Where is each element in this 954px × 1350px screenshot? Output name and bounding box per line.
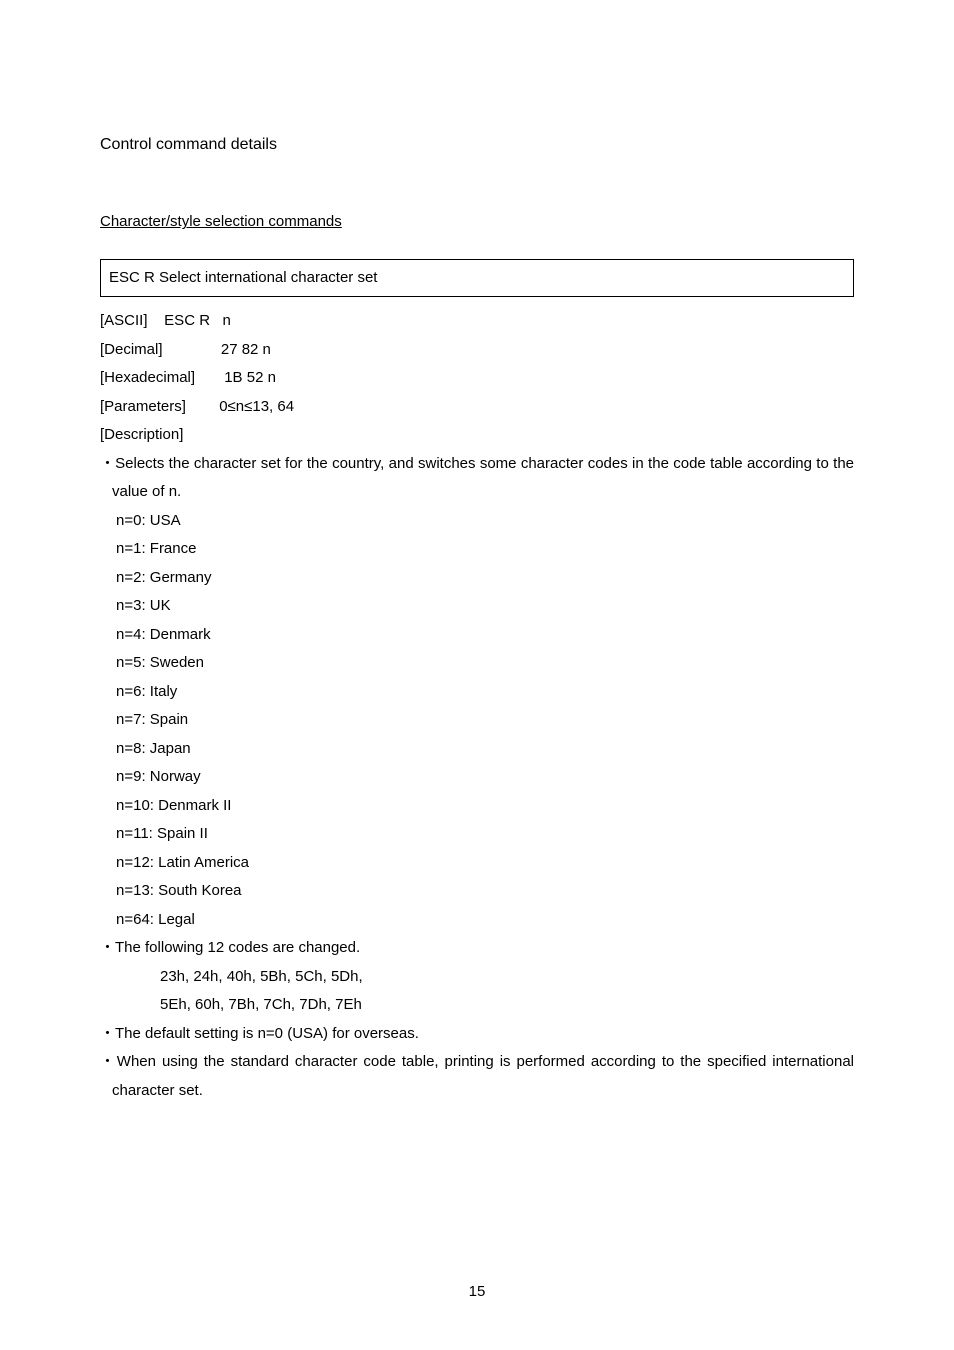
hex-line: [Hexadecimal] 1B 52 n [100, 364, 854, 393]
enum-spain2: n=11: Spain II [100, 820, 854, 849]
enum-usa: n=0: USA [100, 507, 854, 536]
codes-line-1: 23h, 24h, 40h, 5Bh, 5Ch, 5Dh, [100, 963, 854, 992]
codes-line-2: 5Eh, 60h, 7Bh, 7Ch, 7Dh, 7Eh [100, 991, 854, 1020]
bullet-codes-changed: ・The following 12 codes are changed. [100, 934, 854, 963]
enum-germany: n=2: Germany [100, 564, 854, 593]
enum-south-korea: n=13: South Korea [100, 877, 854, 906]
bullet-default-setting: ・The default setting is n=0 (USA) for ov… [100, 1020, 854, 1049]
enum-spain: n=7: Spain [100, 706, 854, 735]
bullet-select-character-set: ・Selects the character set for the count… [100, 450, 854, 507]
sub-heading: Character/style selection commands [100, 208, 854, 237]
decimal-line: [Decimal] 27 82 n [100, 336, 854, 365]
parameters-line: [Parameters] 0≤n≤13, 64 [100, 393, 854, 422]
section-heading: Control command details [100, 130, 854, 160]
enum-denmark2: n=10: Denmark II [100, 792, 854, 821]
enum-sweden: n=5: Sweden [100, 649, 854, 678]
enum-japan: n=8: Japan [100, 735, 854, 764]
page-content: Control command details Character/style … [0, 0, 954, 1165]
bullet-standard-table: ・When using the standard character code … [100, 1048, 854, 1105]
enum-legal: n=64: Legal [100, 906, 854, 935]
enum-norway: n=9: Norway [100, 763, 854, 792]
enum-latin-america: n=12: Latin America [100, 849, 854, 878]
enum-italy: n=6: Italy [100, 678, 854, 707]
description-label: [Description] [100, 421, 854, 450]
command-title-box: ESC R Select international character set [100, 259, 854, 298]
enum-france: n=1: France [100, 535, 854, 564]
enum-uk: n=3: UK [100, 592, 854, 621]
enum-denmark: n=4: Denmark [100, 621, 854, 650]
page-number: 15 [0, 1283, 954, 1300]
ascii-line: [ASCII] ESC R n [100, 307, 854, 336]
